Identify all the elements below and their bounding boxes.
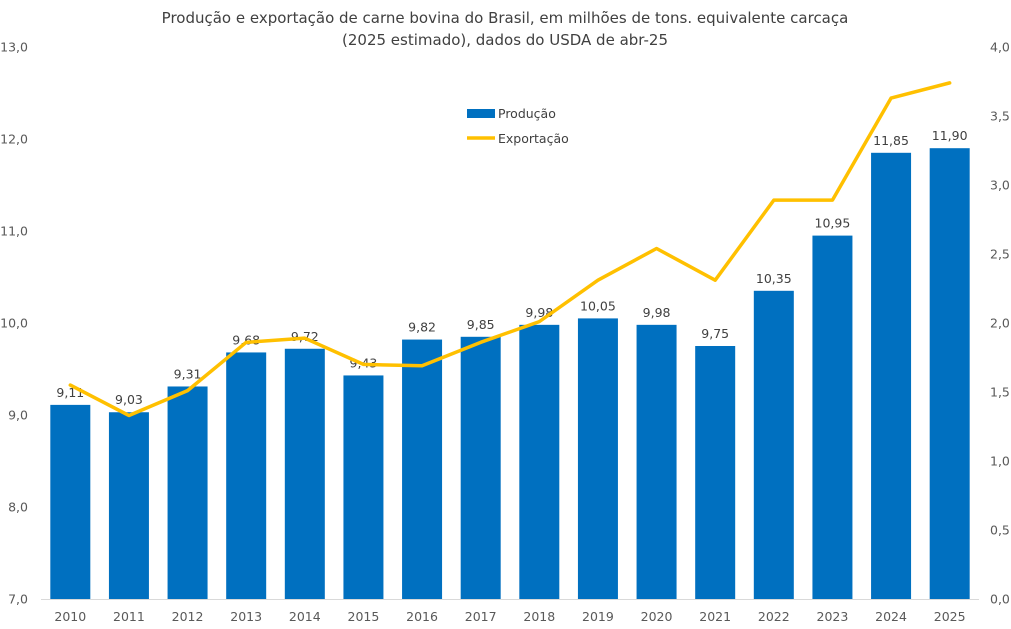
left-axis: 7,0 8,0 9,0 10,0 11,0 12,0 13,0 bbox=[0, 40, 28, 607]
x-tick-label: 2022 bbox=[758, 609, 790, 624]
bar-2021 bbox=[695, 346, 736, 599]
bar-data-label: 9,85 bbox=[467, 317, 495, 332]
legend-swatch-producao bbox=[467, 109, 495, 118]
line-series-exportacao bbox=[68, 81, 952, 418]
bar-data-label: 11,90 bbox=[932, 128, 968, 143]
left-tick-label: 10,0 bbox=[0, 316, 28, 331]
left-tick-label: 12,0 bbox=[0, 132, 28, 147]
right-tick-label: 2,0 bbox=[990, 316, 1010, 331]
bar-data-label: 9,98 bbox=[525, 305, 553, 320]
chart-title: Produção e exportação de carne bovina do… bbox=[162, 9, 849, 27]
bar-data-label: 11,85 bbox=[873, 133, 909, 148]
right-tick-label: 1,5 bbox=[990, 385, 1010, 400]
bar-2015 bbox=[343, 375, 384, 599]
legend-label-exportacao: Exportação bbox=[498, 131, 569, 146]
legend: Produção Exportação bbox=[467, 106, 569, 146]
x-tick-label: 2019 bbox=[582, 609, 614, 624]
bar-data-labels: 9,11 9,039,319,68 9,729,439,82 9,859,98 10,0… bbox=[56, 128, 967, 407]
x-tick-label: 2012 bbox=[172, 609, 204, 624]
bar-2012 bbox=[167, 386, 208, 599]
bar-data-label: 10,05 bbox=[580, 298, 616, 313]
x-tick-label: 2015 bbox=[348, 609, 380, 624]
bar-2013 bbox=[226, 352, 267, 599]
right-axis: 0,0 0,5 1,0 1,5 2,0 2,5 3,0 3,5 4,0 bbox=[990, 40, 1010, 607]
bar-2016 bbox=[402, 339, 443, 599]
bar-2020 bbox=[636, 324, 677, 599]
right-tick-label: 1,0 bbox=[990, 454, 1010, 469]
x-tick-label: 2018 bbox=[523, 609, 555, 624]
bar-2011 bbox=[108, 412, 149, 599]
right-tick-label: 3,5 bbox=[990, 109, 1010, 124]
right-tick-label: 0,5 bbox=[990, 523, 1010, 538]
left-tick-label: 13,0 bbox=[0, 40, 28, 55]
bar-2018 bbox=[519, 324, 560, 599]
bar-data-label: 9,75 bbox=[701, 326, 729, 341]
x-tick-label: 2013 bbox=[230, 609, 262, 624]
bar-data-label: 9,98 bbox=[643, 305, 671, 320]
x-tick-label: 2017 bbox=[465, 609, 497, 624]
right-tick-label: 3,0 bbox=[990, 178, 1010, 193]
left-tick-label: 9,0 bbox=[8, 408, 28, 423]
bar-2019 bbox=[577, 318, 618, 599]
bar-2010 bbox=[50, 404, 91, 599]
right-tick-label: 2,5 bbox=[990, 247, 1010, 262]
x-tick-label: 2024 bbox=[875, 609, 907, 624]
bar-2017 bbox=[460, 336, 501, 599]
bar-data-label: 9,68 bbox=[232, 332, 260, 347]
bar-data-label: 9,31 bbox=[174, 366, 202, 381]
bar-data-label: 10,35 bbox=[756, 271, 792, 286]
bar-data-label: 9,11 bbox=[56, 385, 84, 400]
bar-2014 bbox=[284, 348, 325, 599]
legend-label-producao: Produção bbox=[498, 106, 556, 121]
chart-subtitle: (2025 estimado), dados do USDA de abr-25 bbox=[342, 31, 668, 49]
bar-2023 bbox=[812, 235, 853, 599]
x-tick-label: 2016 bbox=[406, 609, 438, 624]
bar-data-label: 9,82 bbox=[408, 320, 436, 335]
bar-data-label: 9,03 bbox=[115, 392, 143, 407]
right-tick-label: 4,0 bbox=[990, 40, 1010, 55]
x-tick-label: 2023 bbox=[817, 609, 849, 624]
bar-data-label: 10,95 bbox=[815, 216, 851, 231]
exportacao-line bbox=[68, 81, 952, 418]
right-tick-label: 0,0 bbox=[990, 592, 1010, 607]
x-tick-label: 2025 bbox=[934, 609, 966, 624]
left-tick-label: 11,0 bbox=[0, 224, 28, 239]
x-tick-label: 2020 bbox=[641, 609, 673, 624]
x-axis: 2010 2011 2012 2013 2014 2015 2016 2017 2018 2019… bbox=[54, 609, 965, 624]
left-tick-label: 8,0 bbox=[8, 500, 28, 515]
x-tick-label: 2011 bbox=[113, 609, 145, 624]
left-tick-label: 7,0 bbox=[8, 592, 28, 607]
x-tick-label: 2010 bbox=[54, 609, 86, 624]
bar-2022 bbox=[753, 290, 794, 599]
x-tick-label: 2021 bbox=[699, 609, 731, 624]
x-tick-label: 2014 bbox=[289, 609, 321, 624]
bar-2025 bbox=[929, 148, 970, 599]
bar-series-producao bbox=[50, 148, 970, 600]
bar-2024 bbox=[871, 152, 912, 600]
